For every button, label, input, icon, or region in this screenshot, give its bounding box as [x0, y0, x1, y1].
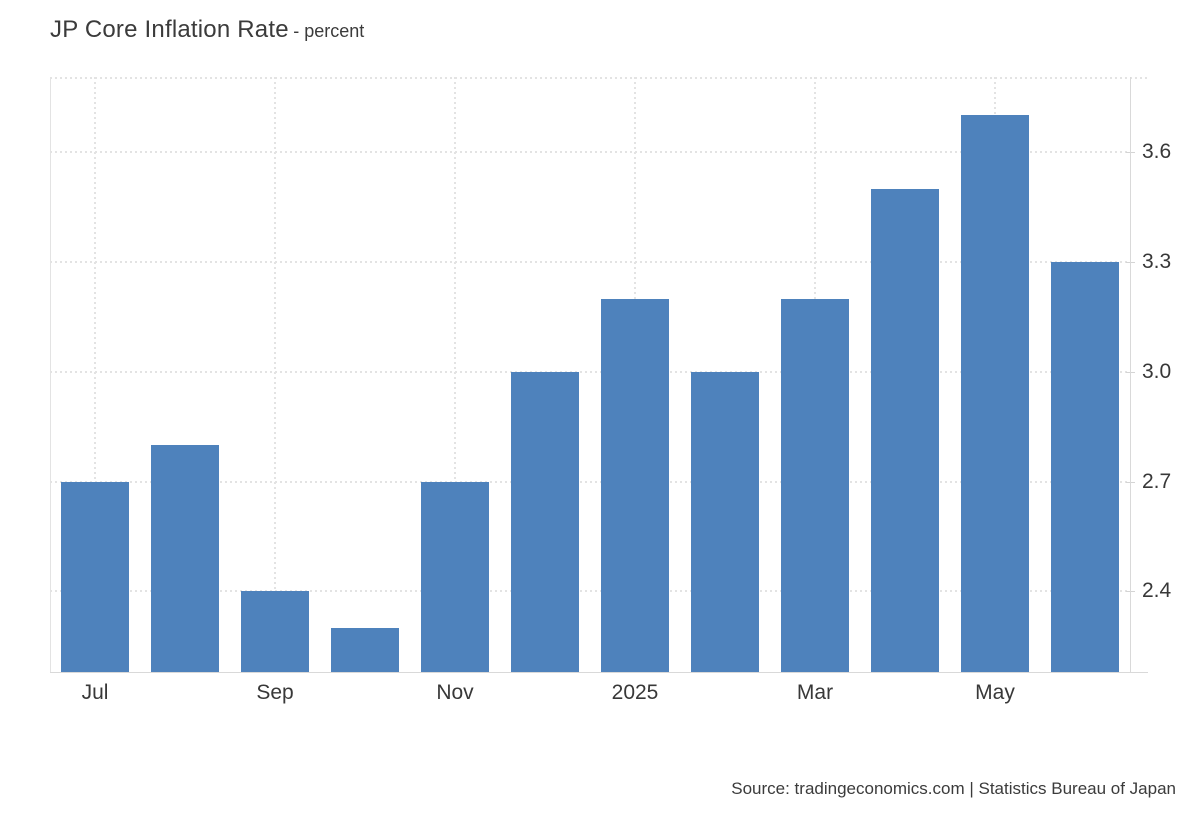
x-axis-line: [50, 672, 1148, 673]
y-axis-label: 2.4: [1142, 579, 1172, 603]
chart-header: JP Core Inflation Rate - percent: [50, 16, 364, 44]
x-axis-label: Mar: [796, 681, 834, 704]
x-axis-label: Nov: [436, 681, 474, 704]
plot-top-border: [50, 77, 1148, 79]
bar-aug-2024[interactable]: [151, 444, 219, 672]
x-gridline: [274, 77, 276, 672]
y-axis-line-right: [1130, 77, 1131, 672]
bar-nov-2024[interactable]: [421, 481, 489, 672]
y-axis-label: 2.7: [1142, 469, 1172, 493]
x-axis-label: Sep: [256, 681, 294, 704]
y-axis-label: 3.6: [1142, 140, 1172, 164]
bar-apr-2025[interactable]: [871, 188, 939, 672]
x-axis-label: May: [975, 681, 1015, 704]
bar-jul-2024[interactable]: [61, 481, 129, 672]
chart-title: JP Core Inflation Rate: [50, 16, 289, 43]
chart-subtitle: - percent: [293, 21, 365, 41]
bar-mar-2025[interactable]: [781, 298, 849, 672]
x-axis-label: Jul: [81, 681, 109, 704]
bar-oct-2024[interactable]: [331, 628, 399, 672]
bar-jun-2025[interactable]: [1051, 261, 1119, 672]
x-axis-label: 2025: [611, 681, 659, 704]
bar-may-2025[interactable]: [961, 115, 1029, 672]
bar-sep-2024[interactable]: [241, 591, 309, 672]
bar-feb-2025[interactable]: [691, 371, 759, 672]
y-axis-label: 3.0: [1142, 359, 1172, 383]
y-axis-label: 3.3: [1142, 249, 1172, 273]
y-axis-line-left: [50, 77, 51, 672]
bar-jan-2025[interactable]: [601, 298, 669, 672]
source-attribution: Source: tradingeconomics.com | Statistic…: [731, 779, 1176, 798]
bar-dec-2024[interactable]: [511, 371, 579, 672]
plot-area: 2.4 2.7 3.0 3.3 3.6 Jul Sep Nov 2025 Mar May: [50, 77, 1171, 704]
